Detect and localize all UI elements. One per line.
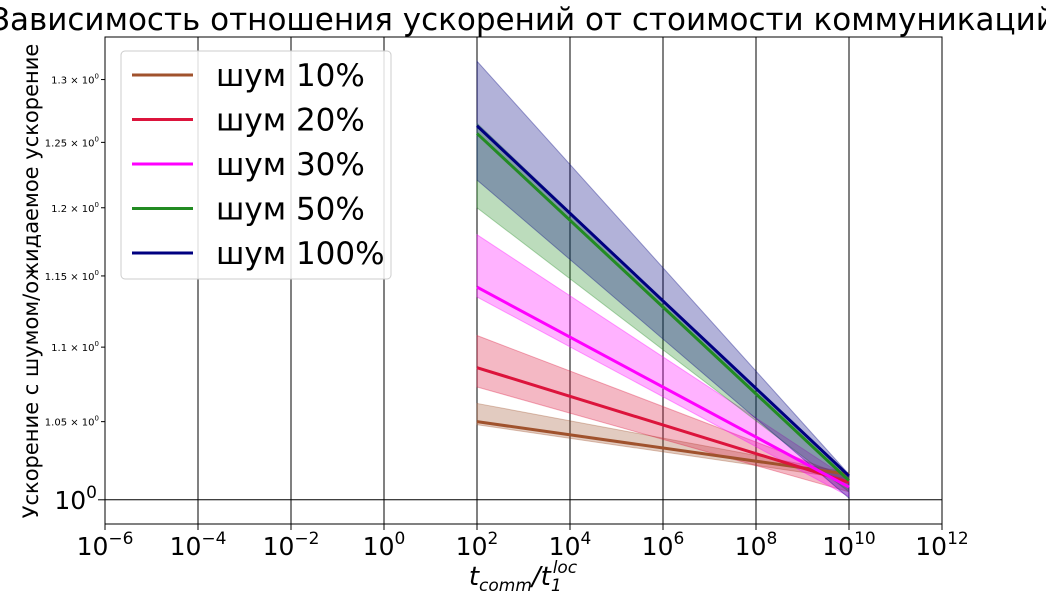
y-minor-tick-label: 1.1 × 100: [51, 340, 99, 354]
legend-label-5: шум 100%: [216, 236, 385, 272]
legend-box: [120, 50, 392, 280]
x-tick-label: 1012: [915, 529, 968, 561]
x-axis-label: tcomm/t1loc: [469, 558, 578, 596]
confidence-band-3: [476, 233, 850, 498]
series-line-5: [475, 124, 851, 478]
y-axis-label: Ускорение с шумом/ожидаемое ускорение: [19, 44, 43, 519]
legend: шум 10% шум 20% шум 30% шум 50% шум 100%: [120, 50, 392, 280]
y-minor-tick-label: 1.15 × 100: [45, 269, 99, 283]
plot-frame: [104, 36, 943, 525]
x-tick-label: 104: [549, 529, 592, 561]
chart-title: Зависимость отношения ускорений от стоим…: [0, 2, 1046, 38]
x-tick-label: 108: [735, 529, 778, 561]
y-major-tick-label: 100: [54, 483, 97, 515]
x-tick-label: 1010: [822, 529, 875, 561]
legend-label-4: шум 50%: [216, 192, 365, 228]
x-tick-label: 10−4: [170, 529, 227, 561]
series-line-2: [476, 366, 850, 484]
series-line-4: [475, 132, 851, 482]
legend-label-3: шум 30%: [216, 147, 365, 183]
series-line-1: [476, 420, 850, 476]
plot-area: 10−6 10−4 10−2 100 102 104 106 108 1010 1012 1.05 …: [45, 36, 969, 561]
x-tick-label: 106: [642, 529, 685, 561]
y-minor-tick-label: 1.2 × 100: [51, 201, 99, 215]
y-minor-tick-label: 1.25 × 100: [45, 135, 99, 149]
y-minor-tick-label: 1.3 × 100: [51, 73, 99, 87]
x-tick-label: 10−6: [77, 529, 134, 561]
x-tick-label: 102: [456, 529, 499, 561]
legend-label-1: шум 10%: [216, 58, 365, 94]
legend-label-2: шум 20%: [216, 103, 365, 139]
x-tick-label: 100: [363, 529, 406, 561]
y-minor-tick-label: 1.05 × 100: [45, 415, 99, 429]
series-line-3: [476, 285, 850, 489]
x-tick-label: 10−2: [263, 529, 320, 561]
